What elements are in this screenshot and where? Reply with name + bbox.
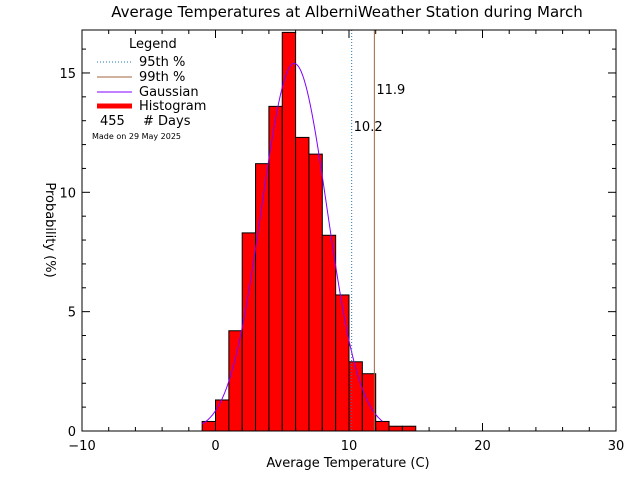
- y-tick-label: 15: [59, 67, 76, 82]
- y-tick-label: 0: [68, 425, 76, 440]
- y-tick-label: 10: [59, 186, 76, 201]
- chart-title: Average Temperatures at AlberniWeather S…: [111, 3, 582, 21]
- histogram-bars: [201, 31, 417, 432]
- legend-95th-label: 95th %: [139, 55, 185, 70]
- x-axis-ticks: −10 0 10 20 30: [68, 30, 624, 454]
- y-axis-ticks: 0 5 10 15: [59, 48, 616, 440]
- legend-title: Legend: [129, 37, 177, 52]
- histogram-bar: [215, 399, 230, 432]
- histogram-bar: [268, 105, 283, 432]
- x-tick-label: 30: [608, 439, 625, 454]
- histogram-bar: [388, 425, 403, 432]
- x-tick-label: 20: [474, 439, 491, 454]
- legend: Legend 95th % 99th % Gaussian Histogram …: [92, 37, 206, 141]
- histogram-bar: [228, 330, 243, 432]
- y-axis-label: Probability (%): [42, 182, 57, 277]
- x-tick-label: −10: [68, 439, 95, 454]
- x-tick-label: 0: [211, 439, 219, 454]
- made-on-note: Made on 29 May 2025: [92, 132, 181, 141]
- histogram-bar: [295, 136, 310, 432]
- x-tick-label: 10: [341, 439, 358, 454]
- histogram-bar: [281, 31, 297, 432]
- percentile-95-label: 10.2: [354, 120, 383, 135]
- histogram-bar: [401, 425, 417, 432]
- histogram-bar: [321, 234, 337, 432]
- histogram-bar: [335, 294, 350, 432]
- histogram-bar: [361, 373, 377, 432]
- y-tick-label: 5: [68, 306, 76, 321]
- histogram-bar: [308, 153, 323, 432]
- legend-99th-label: 99th %: [139, 70, 185, 85]
- histogram-bar: [375, 420, 390, 432]
- legend-days-label: # Days: [143, 114, 191, 129]
- legend-gaussian-label: Gaussian: [139, 85, 199, 100]
- x-axis-label: Average Temperature (C): [266, 456, 429, 471]
- percentile-99-label: 11.9: [376, 83, 405, 98]
- legend-days-count: 455: [100, 114, 125, 129]
- histogram-bar: [348, 361, 363, 432]
- legend-histogram-label: Histogram: [139, 99, 206, 114]
- gaussian-curve: [201, 62, 383, 425]
